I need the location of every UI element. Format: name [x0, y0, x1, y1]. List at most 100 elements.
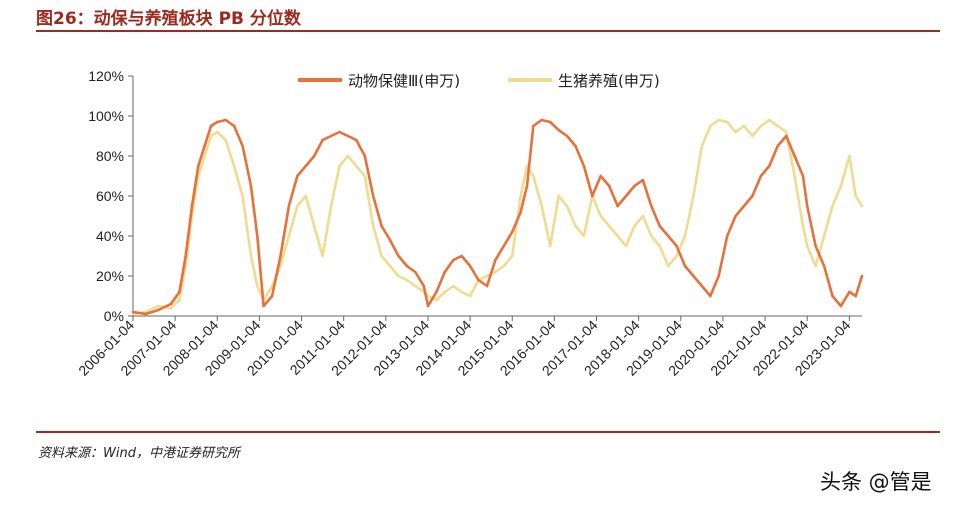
data-point: [650, 204, 653, 208]
data-point: [355, 164, 358, 168]
data-point: [363, 154, 367, 158]
data-point: [494, 270, 497, 274]
data-point: [805, 244, 809, 248]
data-point: [414, 284, 417, 288]
data-point: [380, 254, 383, 258]
data-point: [532, 124, 535, 128]
data-point: [814, 244, 817, 248]
data-point: [468, 264, 472, 268]
data-point: [144, 312, 147, 316]
data-point: [485, 284, 489, 288]
data-point: [599, 214, 602, 218]
data-point: [860, 204, 864, 208]
data-point: [599, 174, 602, 178]
data-point: [700, 284, 704, 288]
watermark: 头条 @管是: [820, 470, 932, 494]
data-point: [801, 174, 805, 178]
data-point: [169, 302, 173, 306]
data-point: [805, 204, 809, 208]
data-point: [178, 290, 181, 294]
legend-label-0: 动物保健Ⅲ(申万): [348, 72, 460, 90]
data-point: [405, 278, 409, 282]
data-point: [209, 134, 213, 138]
data-point: [675, 244, 678, 248]
data-point: [709, 294, 712, 298]
data-point: [216, 130, 219, 134]
data-point: [616, 204, 619, 208]
legend: 动物保健Ⅲ(申万) 生猪养殖(申万): [298, 72, 660, 90]
y-tick-label: 100%: [88, 108, 124, 124]
data-point: [666, 234, 670, 238]
data-point: [582, 234, 586, 238]
data-point: [540, 204, 543, 208]
data-point: [355, 138, 358, 142]
data-point: [776, 124, 779, 128]
data-point: [839, 304, 843, 308]
data-point: [414, 270, 417, 274]
data-point: [178, 298, 181, 302]
series-line-0: [132, 118, 864, 316]
data-point: [321, 138, 324, 142]
data-point: [460, 290, 464, 294]
data-point: [190, 204, 194, 208]
data-point: [241, 144, 244, 148]
data-point: [287, 204, 291, 208]
data-point: [616, 234, 619, 238]
data-point: [759, 174, 763, 178]
data-point: [860, 274, 864, 278]
data-point: [822, 234, 826, 238]
data-point: [751, 134, 754, 138]
y-tick-label: 80%: [96, 148, 124, 164]
data-point: [184, 254, 187, 258]
data-point: [641, 214, 645, 218]
data-point: [468, 294, 472, 298]
data-point: [510, 230, 514, 234]
data-point: [742, 204, 746, 208]
data-point: [633, 224, 636, 228]
data-point: [224, 118, 227, 122]
data-point: [525, 184, 529, 188]
data-point: [287, 234, 291, 238]
data-point: [519, 194, 522, 198]
data-point: [255, 284, 259, 288]
data-point: [814, 264, 817, 268]
data-point: [519, 210, 522, 214]
data-point: [371, 224, 375, 228]
data-point: [709, 124, 712, 128]
data-point: [371, 194, 375, 198]
data-point: [683, 264, 687, 268]
data-point: [848, 290, 851, 294]
data-point: [338, 130, 341, 134]
data-point: [249, 184, 253, 188]
data-point: [525, 164, 529, 168]
data-point: [388, 238, 392, 242]
y-tick-label: 0%: [104, 308, 124, 324]
data-point: [734, 130, 737, 134]
data-point: [422, 284, 426, 288]
data-point: [784, 134, 788, 138]
data-point: [574, 144, 577, 148]
data-point: [477, 278, 480, 282]
data-point: [452, 284, 455, 288]
data-point: [346, 154, 350, 158]
data-point: [831, 204, 834, 208]
data-point: [831, 294, 834, 298]
data-point: [768, 164, 771, 168]
data-point: [793, 154, 796, 158]
data-point: [692, 194, 695, 198]
data-point: [582, 164, 586, 168]
data-point: [460, 254, 464, 258]
data-point: [565, 134, 569, 138]
data-point: [751, 194, 754, 198]
data-point: [650, 234, 653, 238]
data-point: [435, 298, 438, 302]
figure-title: 图26：动保与养殖板块 PB 分位数: [36, 9, 301, 29]
data-point: [658, 244, 661, 248]
data-point: [666, 264, 670, 268]
y-tick-label: 120%: [88, 68, 124, 84]
data-point: [169, 306, 173, 310]
data-point: [717, 118, 720, 122]
data-point: [338, 164, 341, 168]
data-point: [435, 290, 438, 294]
data-point: [312, 154, 316, 158]
